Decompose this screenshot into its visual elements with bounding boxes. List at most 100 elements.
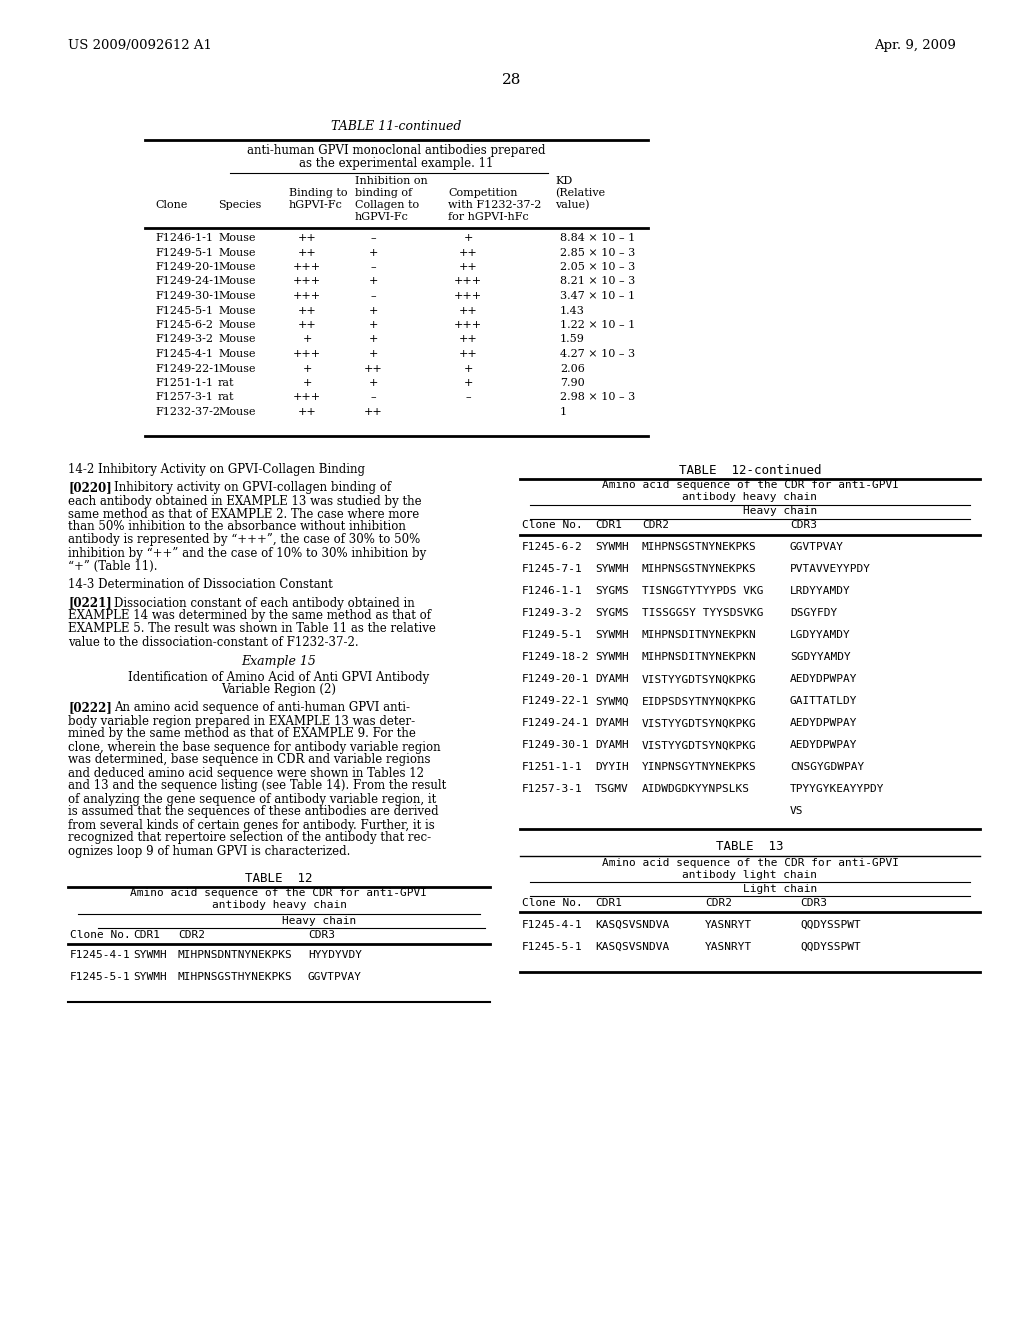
Text: +: + <box>302 334 311 345</box>
Text: 7.90: 7.90 <box>560 378 585 388</box>
Text: Mouse: Mouse <box>218 234 256 243</box>
Text: Clone No.: Clone No. <box>522 520 583 531</box>
Text: –: – <box>371 234 376 243</box>
Text: ++: ++ <box>459 248 477 257</box>
Text: EXAMPLE 5. The result was shown in Table 11 as the relative: EXAMPLE 5. The result was shown in Table… <box>68 623 436 635</box>
Text: Binding to: Binding to <box>289 187 347 198</box>
Text: Variable Region (2): Variable Region (2) <box>221 684 337 697</box>
Text: +++: +++ <box>293 276 322 286</box>
Text: 14-3 Determination of Dissociation Constant: 14-3 Determination of Dissociation Const… <box>68 578 333 591</box>
Text: +: + <box>302 378 311 388</box>
Text: 1: 1 <box>560 407 567 417</box>
Text: is assumed that the sequences of these antibodies are derived: is assumed that the sequences of these a… <box>68 805 438 818</box>
Text: –: – <box>371 392 376 403</box>
Text: Clone: Clone <box>155 201 187 210</box>
Text: 2.06: 2.06 <box>560 363 585 374</box>
Text: YASNRYT: YASNRYT <box>705 941 753 952</box>
Text: 2.85 × 10 – 3: 2.85 × 10 – 3 <box>560 248 635 257</box>
Text: TABLE  12: TABLE 12 <box>246 871 312 884</box>
Text: TABLE 11-continued: TABLE 11-continued <box>332 120 462 133</box>
Text: CDR3: CDR3 <box>800 898 827 908</box>
Text: 2.05 × 10 – 3: 2.05 × 10 – 3 <box>560 261 635 272</box>
Text: F1249-22-1: F1249-22-1 <box>155 363 220 374</box>
Text: SYWMH: SYWMH <box>595 652 629 663</box>
Text: than 50% inhibition to the absorbance without inhibition: than 50% inhibition to the absorbance wi… <box>68 520 406 533</box>
Text: VISTYYGDTSYNQKPKG: VISTYYGDTSYNQKPKG <box>642 741 757 751</box>
Text: +++: +++ <box>293 290 322 301</box>
Text: and 13 and the sequence listing (see Table 14). From the result: and 13 and the sequence listing (see Tab… <box>68 780 446 792</box>
Text: QQDYSSPWT: QQDYSSPWT <box>800 920 861 929</box>
Text: ognizes loop 9 of human GPVI is characterized.: ognizes loop 9 of human GPVI is characte… <box>68 845 350 858</box>
Text: +++: +++ <box>454 290 482 301</box>
Text: F1245-5-1: F1245-5-1 <box>522 941 583 952</box>
Text: Mouse: Mouse <box>218 407 256 417</box>
Text: 28: 28 <box>503 73 521 87</box>
Text: ++: ++ <box>298 234 316 243</box>
Text: 1.43: 1.43 <box>560 305 585 315</box>
Text: F1249-22-1: F1249-22-1 <box>522 697 590 706</box>
Text: DYAMH: DYAMH <box>595 675 629 685</box>
Text: MIHPNSDITNYNEKPKN: MIHPNSDITNYNEKPKN <box>642 652 757 663</box>
Text: MIHPNSDITNYNEKPKN: MIHPNSDITNYNEKPKN <box>642 631 757 640</box>
Text: F1249-30-1: F1249-30-1 <box>155 290 220 301</box>
Text: +: + <box>463 363 473 374</box>
Text: for hGPVI-hFc: for hGPVI-hFc <box>449 213 528 222</box>
Text: –: – <box>371 261 376 272</box>
Text: GGVTPVAY: GGVTPVAY <box>308 972 362 982</box>
Text: ++: ++ <box>459 261 477 272</box>
Text: antibody heavy chain: antibody heavy chain <box>683 492 817 503</box>
Text: AEDYDPWPAY: AEDYDPWPAY <box>790 718 857 729</box>
Text: TSGMV: TSGMV <box>595 784 629 795</box>
Text: recognized that repertoire selection of the antibody that rec-: recognized that repertoire selection of … <box>68 832 431 845</box>
Text: +++: +++ <box>293 348 322 359</box>
Text: 2.98 × 10 – 3: 2.98 × 10 – 3 <box>560 392 635 403</box>
Text: F1249-18-2: F1249-18-2 <box>522 652 590 663</box>
Text: of analyzing the gene sequence of antibody variable region, it: of analyzing the gene sequence of antibo… <box>68 792 436 805</box>
Text: inhibition by “++” and the case of 10% to 30% inhibition by: inhibition by “++” and the case of 10% t… <box>68 546 426 560</box>
Text: Mouse: Mouse <box>218 363 256 374</box>
Text: Clone No.: Clone No. <box>522 898 583 908</box>
Text: MIHPNSDNTNYNEKPKS: MIHPNSDNTNYNEKPKS <box>178 949 293 960</box>
Text: F1245-5-1: F1245-5-1 <box>70 972 131 982</box>
Text: An amino acid sequence of anti-human GPVI anti-: An amino acid sequence of anti-human GPV… <box>114 701 410 714</box>
Text: F1245-7-1: F1245-7-1 <box>522 565 583 574</box>
Text: CDR1: CDR1 <box>595 520 622 531</box>
Text: Amino acid sequence of the CDR for anti-GPVI: Amino acid sequence of the CDR for anti-… <box>601 480 898 491</box>
Text: F1249-20-1: F1249-20-1 <box>155 261 220 272</box>
Text: MIHPNSGSTNYNEKPKS: MIHPNSGSTNYNEKPKS <box>642 543 757 553</box>
Text: F1245-4-1: F1245-4-1 <box>155 348 213 359</box>
Text: as the experimental example. 11: as the experimental example. 11 <box>299 157 494 170</box>
Text: Heavy chain: Heavy chain <box>742 507 817 516</box>
Text: F1249-20-1: F1249-20-1 <box>522 675 590 685</box>
Text: GAITTATLDY: GAITTATLDY <box>790 697 857 706</box>
Text: F1245-5-1: F1245-5-1 <box>155 305 213 315</box>
Text: AEDYDPWPAY: AEDYDPWPAY <box>790 741 857 751</box>
Text: AIDWDGDKYYNPSLKS: AIDWDGDKYYNPSLKS <box>642 784 750 795</box>
Text: SYGMS: SYGMS <box>595 609 629 619</box>
Text: +: + <box>369 378 378 388</box>
Text: [0221]: [0221] <box>68 597 112 610</box>
Text: ++: ++ <box>459 305 477 315</box>
Text: MIHPNSGSTHYNEKPKS: MIHPNSGSTHYNEKPKS <box>178 972 293 982</box>
Text: Species: Species <box>218 201 261 210</box>
Text: DYYIH: DYYIH <box>595 763 629 772</box>
Text: F1257-3-1: F1257-3-1 <box>155 392 213 403</box>
Text: same method as that of EXAMPLE 2. The case where more: same method as that of EXAMPLE 2. The ca… <box>68 507 419 520</box>
Text: ++: ++ <box>364 407 382 417</box>
Text: F1232-37-2: F1232-37-2 <box>155 407 220 417</box>
Text: SYWMH: SYWMH <box>133 949 167 960</box>
Text: DSGYFDY: DSGYFDY <box>790 609 838 619</box>
Text: (Relative: (Relative <box>555 187 605 198</box>
Text: hGPVI-Fc: hGPVI-Fc <box>289 201 343 210</box>
Text: MIHPNSGSTNYNEKPKS: MIHPNSGSTNYNEKPKS <box>642 565 757 574</box>
Text: DYAMH: DYAMH <box>595 718 629 729</box>
Text: SYWMH: SYWMH <box>133 972 167 982</box>
Text: LGDYYAMDY: LGDYYAMDY <box>790 631 851 640</box>
Text: hGPVI-Fc: hGPVI-Fc <box>355 213 409 222</box>
Text: TABLE  12-continued: TABLE 12-continued <box>679 463 821 477</box>
Text: clone, wherein the base sequence for antibody variable region: clone, wherein the base sequence for ant… <box>68 741 440 754</box>
Text: DYAMH: DYAMH <box>595 741 629 751</box>
Text: Mouse: Mouse <box>218 290 256 301</box>
Text: body variable region prepared in EXAMPLE 13 was deter-: body variable region prepared in EXAMPLE… <box>68 714 415 727</box>
Text: AEDYDPWPAY: AEDYDPWPAY <box>790 675 857 685</box>
